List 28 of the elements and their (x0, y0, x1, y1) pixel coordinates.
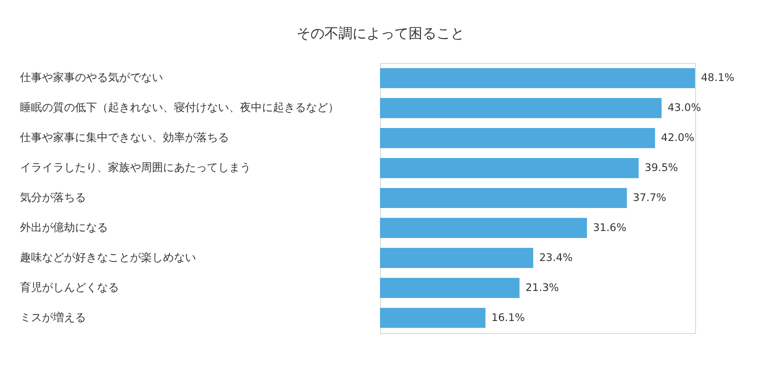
bar (380, 68, 695, 88)
data-label: 48.1% (701, 72, 734, 84)
y-tick-label: 仕事や家事に集中できない、効率が落ちる (20, 131, 229, 144)
bar (380, 278, 520, 298)
bar (380, 98, 662, 118)
chart-title: その不調によって困ること (296, 26, 464, 42)
bar (380, 188, 627, 208)
data-label: 16.1% (491, 312, 525, 324)
data-label: 43.0% (668, 102, 701, 114)
data-label: 21.3% (525, 282, 559, 294)
y-tick-label: 外出が億劫になる (20, 220, 108, 234)
y-tick-label: 育児がしんどくなる (20, 280, 119, 294)
bar (380, 308, 486, 328)
bar (380, 128, 656, 148)
bar (380, 218, 587, 238)
y-tick-label: イライラしたり、家族や周囲にあたってしまう (20, 161, 251, 174)
data-label: 37.7% (632, 192, 666, 204)
bar (380, 248, 534, 268)
y-tick-label: 気分が落ちる (20, 191, 86, 204)
bar (380, 158, 639, 178)
data-label: 31.6% (592, 222, 626, 234)
y-tick-label: 睡眠の質の低下（起きれない、寝付けない、夜中に起きるなど） (20, 101, 339, 114)
y-tick-label: 仕事や家事のやる気がでない (20, 71, 163, 84)
data-label: 42.0% (661, 132, 694, 144)
y-tick-label: 趣味などが好きなことが楽しめない (20, 250, 196, 264)
data-label: 23.4% (539, 252, 573, 264)
data-label: 39.5% (644, 162, 678, 174)
y-tick-label: ミスが増える (20, 310, 86, 324)
